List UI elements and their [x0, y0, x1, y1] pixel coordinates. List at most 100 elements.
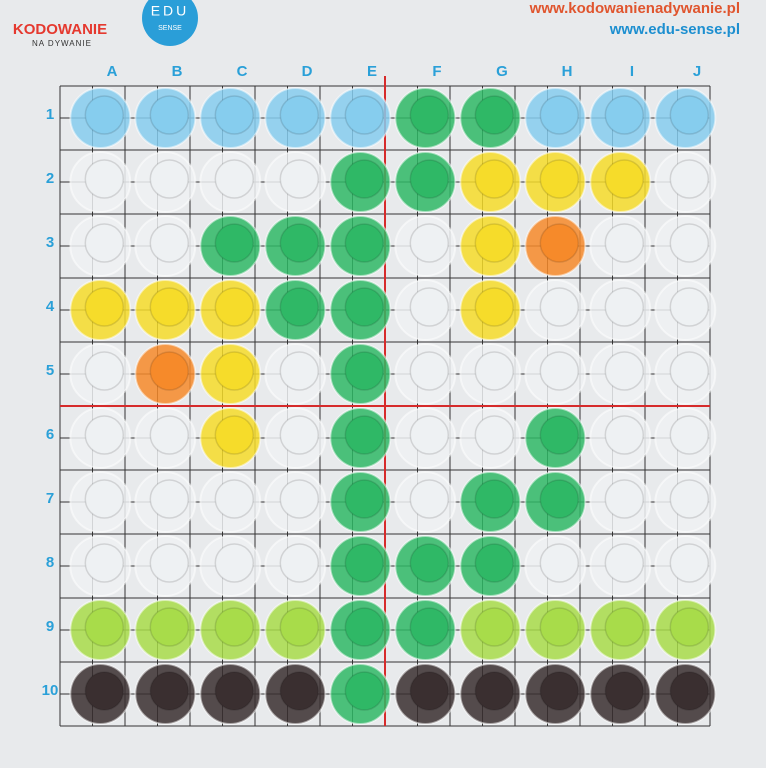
cup-base — [84, 223, 125, 263]
column-label: G — [496, 63, 508, 80]
cup — [394, 407, 457, 469]
cup-base — [214, 95, 255, 135]
cup — [394, 343, 457, 405]
cup-base — [149, 287, 190, 327]
cup-base — [214, 543, 255, 583]
cup — [394, 87, 457, 149]
cup — [589, 599, 652, 661]
cup — [459, 407, 522, 469]
cup-base — [539, 671, 580, 711]
cup-base — [149, 95, 190, 135]
cup-base — [279, 479, 320, 519]
cup — [524, 279, 587, 341]
column-label: H — [562, 63, 573, 80]
cup — [69, 471, 132, 533]
cup-base — [214, 159, 255, 199]
cup-base — [669, 671, 710, 711]
cup-base — [84, 351, 125, 391]
cup-base — [279, 287, 320, 327]
cup — [69, 215, 132, 277]
cup — [524, 535, 587, 597]
cup-base — [279, 415, 320, 455]
cup-base — [669, 223, 710, 263]
cup-base — [539, 543, 580, 583]
cup-base — [84, 95, 125, 135]
cup-base — [474, 223, 515, 263]
cup — [69, 151, 132, 213]
cup-base — [214, 479, 255, 519]
cup-base — [474, 159, 515, 199]
cup — [459, 663, 522, 725]
cup — [654, 599, 717, 661]
cup — [459, 87, 522, 149]
cup — [589, 663, 652, 725]
cup — [199, 407, 262, 469]
cup-base — [474, 607, 515, 647]
column-label: I — [630, 63, 634, 80]
column-label: C — [237, 63, 248, 80]
cup-base — [604, 543, 645, 583]
cup-base — [149, 479, 190, 519]
cup-base — [669, 479, 710, 519]
cup — [654, 279, 717, 341]
cup — [459, 599, 522, 661]
cup-base — [474, 415, 515, 455]
cup — [654, 535, 717, 597]
url: www.kodowanienadywanie.pl — [529, 0, 740, 17]
row-label: 3 — [46, 234, 54, 251]
cup — [329, 151, 392, 213]
cup-base — [474, 479, 515, 519]
cup-base — [214, 287, 255, 327]
cup — [459, 151, 522, 213]
cup-base — [149, 415, 190, 455]
cup-base — [84, 415, 125, 455]
cup-base — [604, 671, 645, 711]
cup-base — [409, 607, 450, 647]
cup-base — [604, 159, 645, 199]
cup-base — [669, 95, 710, 135]
cup-base — [149, 223, 190, 263]
cup-base — [539, 159, 580, 199]
cup-base — [84, 543, 125, 583]
cup-base — [539, 223, 580, 263]
cup — [524, 407, 587, 469]
cup — [589, 407, 652, 469]
cup-base — [604, 287, 645, 327]
column-label: E — [367, 63, 377, 80]
cup-base — [409, 415, 450, 455]
cup — [134, 87, 197, 149]
cup-base — [539, 607, 580, 647]
cup-base — [669, 415, 710, 455]
cup — [329, 471, 392, 533]
cup-base — [669, 159, 710, 199]
cup-base — [344, 415, 385, 455]
cup-base — [149, 671, 190, 711]
cup — [589, 279, 652, 341]
badge — [142, 0, 198, 46]
row-label: 7 — [46, 490, 54, 507]
cup — [134, 663, 197, 725]
cup — [199, 151, 262, 213]
cup-base — [539, 95, 580, 135]
row-label: 6 — [46, 426, 54, 443]
cup — [134, 279, 197, 341]
cup — [264, 599, 327, 661]
cup-base — [344, 287, 385, 327]
cup — [524, 343, 587, 405]
cup — [394, 215, 457, 277]
cup — [524, 471, 587, 533]
row-label: 1 — [46, 106, 54, 123]
cup — [134, 343, 197, 405]
column-label: B — [172, 63, 183, 80]
cup-base — [604, 415, 645, 455]
cup — [524, 663, 587, 725]
cup-base — [604, 607, 645, 647]
cup-base — [149, 351, 190, 391]
cup — [589, 535, 652, 597]
cup-base — [149, 607, 190, 647]
cup — [199, 535, 262, 597]
cup — [459, 215, 522, 277]
cup-base — [474, 543, 515, 583]
cup — [394, 663, 457, 725]
cup — [199, 471, 262, 533]
